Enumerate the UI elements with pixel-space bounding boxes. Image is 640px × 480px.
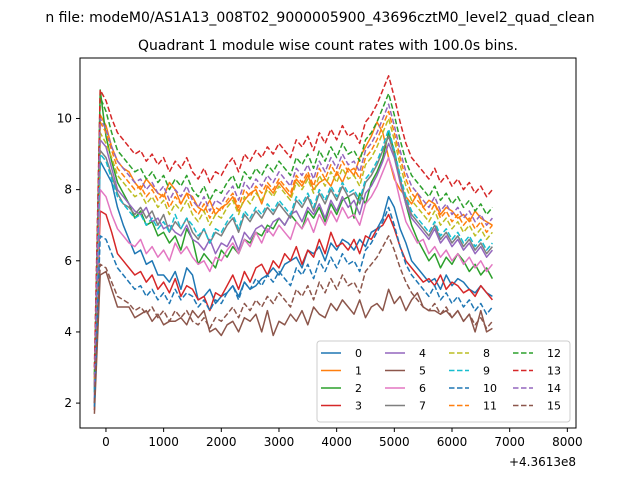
x-tick-label: 5000 bbox=[379, 435, 410, 449]
series-line-12 bbox=[93, 92, 493, 375]
legend-frame bbox=[316, 340, 571, 423]
series-line-4 bbox=[93, 139, 493, 400]
legend-label-3: 3 bbox=[355, 400, 362, 413]
y-tick-label: 10 bbox=[57, 111, 72, 125]
legend-label-5: 5 bbox=[419, 365, 426, 378]
legend-label-14: 14 bbox=[547, 382, 561, 395]
x-tick-label: 4000 bbox=[321, 435, 352, 449]
series-line-9 bbox=[93, 128, 493, 393]
series-line-0 bbox=[93, 160, 493, 404]
x-tick-label: 3000 bbox=[264, 435, 295, 449]
legend-label-2: 2 bbox=[355, 382, 362, 395]
legend-label-0: 0 bbox=[355, 347, 362, 360]
series-line-3 bbox=[93, 210, 493, 411]
x-tick-label: 0 bbox=[102, 435, 110, 449]
chart-title: Quadrant 1 module wise count rates with … bbox=[138, 38, 518, 54]
legend-label-6: 6 bbox=[419, 382, 426, 395]
series-line-8 bbox=[93, 117, 493, 382]
legend-label-7: 7 bbox=[419, 400, 426, 413]
series-line-5 bbox=[93, 270, 493, 414]
series-line-7 bbox=[93, 135, 493, 389]
legend-label-11: 11 bbox=[483, 400, 497, 413]
y-tick-label: 6 bbox=[64, 254, 72, 268]
series-line-2 bbox=[93, 89, 494, 393]
series-layer bbox=[93, 75, 494, 414]
legend-label-15: 15 bbox=[547, 400, 561, 413]
axes-frame bbox=[79, 57, 577, 429]
y-axis: 2 4 6 8 10 bbox=[57, 111, 80, 410]
x-tick-label: 6000 bbox=[437, 435, 468, 449]
y-tick-label: 2 bbox=[64, 396, 72, 410]
legend-label-8: 8 bbox=[483, 347, 490, 360]
series-line-11 bbox=[93, 110, 493, 379]
y-tick-label: 4 bbox=[64, 325, 72, 339]
series-line-6 bbox=[93, 156, 493, 397]
series-line-14 bbox=[93, 103, 493, 386]
legend-label-4: 4 bbox=[419, 347, 426, 360]
x-tick-label: 7000 bbox=[494, 435, 525, 449]
series-line-13 bbox=[93, 75, 493, 368]
legend-label-13: 13 bbox=[547, 365, 561, 378]
x-axis-offset-label: +4.3613e8 bbox=[509, 455, 576, 469]
legend-label-12: 12 bbox=[547, 347, 561, 360]
x-tick-label: 8000 bbox=[552, 435, 583, 449]
series-line-15 bbox=[93, 235, 493, 404]
legend-label-10: 10 bbox=[483, 382, 497, 395]
y-tick-label: 8 bbox=[64, 183, 72, 197]
x-tick-label: 1000 bbox=[148, 435, 179, 449]
legend-label-9: 9 bbox=[483, 365, 490, 378]
figure-suptitle: n file: modeM0/AS1A13_008T02_9000005900_… bbox=[45, 10, 594, 26]
x-tick-label: 2000 bbox=[206, 435, 237, 449]
legend-label-1: 1 bbox=[355, 365, 362, 378]
x-axis: 0 1000 2000 3000 4000 5000 6000 7000 8000 bbox=[102, 428, 583, 449]
series-line-10 bbox=[93, 206, 493, 407]
